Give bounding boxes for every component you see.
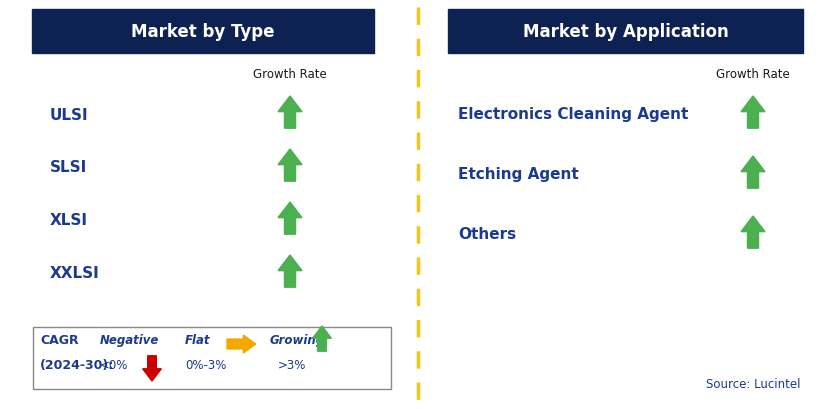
FancyBboxPatch shape [448,10,803,54]
Text: Growth Rate: Growth Rate [716,68,790,81]
Text: Market by Type: Market by Type [131,23,274,41]
Text: ULSI: ULSI [50,107,88,122]
Text: >3%: >3% [278,359,306,372]
Polygon shape [741,216,765,249]
Text: Electronics Cleaning Agent: Electronics Cleaning Agent [458,107,689,122]
Polygon shape [741,97,765,129]
Text: SLSI: SLSI [50,160,88,175]
Text: Flat: Flat [185,334,210,347]
Text: Etching Agent: Etching Agent [458,167,579,182]
Polygon shape [278,202,302,235]
Text: 0%-3%: 0%-3% [185,359,226,372]
Polygon shape [227,335,256,353]
Polygon shape [278,150,302,182]
Polygon shape [741,157,765,189]
Text: XLSI: XLSI [50,213,88,228]
Text: Growing: Growing [270,334,325,347]
Text: Source: Lucintel: Source: Lucintel [705,378,800,391]
Text: Negative: Negative [100,334,160,347]
Text: CAGR: CAGR [40,334,79,347]
Text: (2024-30):: (2024-30): [40,359,114,372]
FancyBboxPatch shape [33,327,391,389]
FancyBboxPatch shape [32,10,374,54]
Polygon shape [278,255,302,288]
Text: XXLSI: XXLSI [50,266,100,281]
Polygon shape [278,97,302,129]
Text: <0%: <0% [100,359,129,372]
Text: Growth Rate: Growth Rate [253,68,327,81]
Text: Others: Others [458,227,516,242]
Polygon shape [143,356,161,381]
Text: Market by Application: Market by Application [523,23,728,41]
Polygon shape [313,326,332,351]
